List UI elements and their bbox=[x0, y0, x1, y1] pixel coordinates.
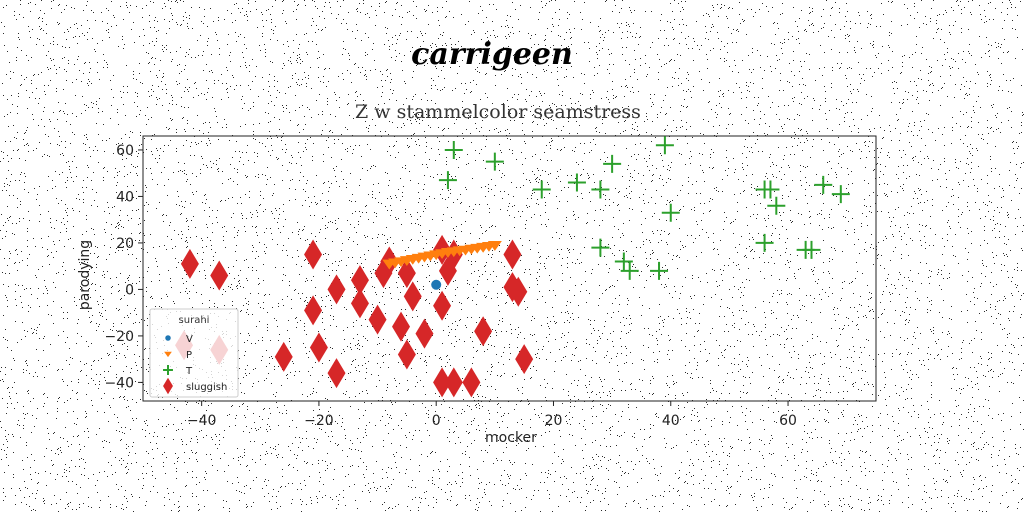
point-t-14 bbox=[591, 238, 610, 257]
x-tick-label: 20 bbox=[545, 413, 563, 429]
x-tick-label: −20 bbox=[304, 413, 334, 429]
chart-suptitle: carrigeen bbox=[411, 37, 573, 72]
point-p-18 bbox=[487, 241, 502, 251]
point-t-4 bbox=[567, 173, 586, 192]
point-t-5 bbox=[591, 180, 610, 199]
legend-label-sluggish: sluggish bbox=[186, 382, 227, 393]
y-tick-label: −40 bbox=[104, 375, 134, 391]
x-axis-label: mocker bbox=[485, 430, 537, 446]
point-sluggish-14 bbox=[309, 332, 328, 363]
y-tick-label: −20 bbox=[104, 329, 134, 345]
point-sluggish-26 bbox=[515, 344, 534, 375]
legend-label-v: V bbox=[186, 334, 193, 345]
point-t-16 bbox=[620, 261, 639, 280]
y-axis-label: parodying bbox=[77, 240, 93, 310]
legend-marker-sluggish bbox=[163, 377, 173, 395]
point-sluggish-22 bbox=[503, 239, 522, 270]
point-t-13 bbox=[831, 185, 850, 204]
point-t-15 bbox=[614, 252, 633, 271]
point-sluggish-2 bbox=[304, 239, 323, 270]
point-v-0 bbox=[431, 279, 442, 290]
legend-marker-p bbox=[164, 351, 172, 358]
point-sluggish-16 bbox=[274, 341, 293, 372]
legend-item-t: T bbox=[163, 365, 193, 377]
point-sluggish-12 bbox=[392, 311, 411, 342]
x-tick-label: 60 bbox=[779, 413, 797, 429]
point-t-7 bbox=[655, 136, 674, 155]
legend-item-v: V bbox=[165, 334, 193, 345]
series-v bbox=[431, 279, 442, 290]
legend-item-sluggish: sluggish bbox=[163, 377, 227, 395]
y-tick-label: 0 bbox=[125, 282, 134, 298]
point-sluggish-15 bbox=[397, 339, 416, 370]
point-t-6 bbox=[603, 154, 622, 173]
legend-label-t: T bbox=[185, 366, 193, 377]
y-tick-label: 40 bbox=[116, 189, 134, 205]
legend-label-p: P bbox=[186, 350, 192, 361]
point-sluggish-17 bbox=[327, 358, 346, 389]
legend-item-p: P bbox=[164, 350, 192, 361]
point-t-12 bbox=[814, 175, 833, 194]
point-sluggish-21 bbox=[433, 290, 452, 321]
point-t-17 bbox=[650, 261, 669, 280]
legend-title: surahi bbox=[179, 315, 210, 326]
point-t-10 bbox=[761, 180, 780, 199]
y-tick-label: 20 bbox=[116, 236, 134, 252]
series-p bbox=[382, 241, 502, 270]
point-sluggish-3 bbox=[327, 274, 346, 305]
point-sluggish-13 bbox=[415, 318, 434, 349]
point-t-0 bbox=[444, 140, 463, 159]
point-sluggish-24 bbox=[509, 276, 528, 307]
point-t-8 bbox=[661, 203, 680, 222]
y-tick-label: 60 bbox=[116, 143, 134, 159]
legend-marker-v bbox=[165, 335, 171, 341]
point-sluggish-1 bbox=[210, 260, 229, 291]
point-t-11 bbox=[767, 196, 786, 215]
point-sluggish-4 bbox=[350, 265, 369, 296]
legend-marker-t bbox=[163, 365, 173, 375]
point-sluggish-5 bbox=[350, 288, 369, 319]
x-tick-label: 40 bbox=[662, 413, 680, 429]
point-sluggish-8 bbox=[397, 258, 416, 289]
point-sluggish-27 bbox=[433, 367, 452, 398]
chart-title: Z w stammelcolor seamstress bbox=[355, 101, 641, 123]
chart-marks bbox=[175, 136, 850, 398]
point-t-1 bbox=[485, 152, 504, 171]
point-sluggish-0 bbox=[180, 248, 199, 279]
point-t-3 bbox=[532, 180, 551, 199]
point-sluggish-20 bbox=[438, 255, 457, 286]
axis-ticks: −40 −20 0 20 40 60 −40 −20 0 20 40 60 bbox=[104, 143, 797, 429]
point-t-20 bbox=[802, 240, 821, 259]
point-sluggish-28 bbox=[444, 367, 463, 398]
series-t bbox=[438, 136, 850, 280]
point-t-2 bbox=[438, 171, 457, 190]
legend-box bbox=[149, 308, 239, 398]
point-sluggish-11 bbox=[368, 304, 387, 335]
x-tick-label: 0 bbox=[432, 413, 441, 429]
point-sluggish-10 bbox=[304, 295, 323, 326]
point-sluggish-25 bbox=[474, 316, 493, 347]
point-sluggish-29 bbox=[462, 367, 481, 398]
x-tick-label: −40 bbox=[187, 413, 217, 429]
plot-frame bbox=[142, 135, 877, 402]
point-t-18 bbox=[755, 233, 774, 252]
point-sluggish-9 bbox=[403, 281, 422, 312]
